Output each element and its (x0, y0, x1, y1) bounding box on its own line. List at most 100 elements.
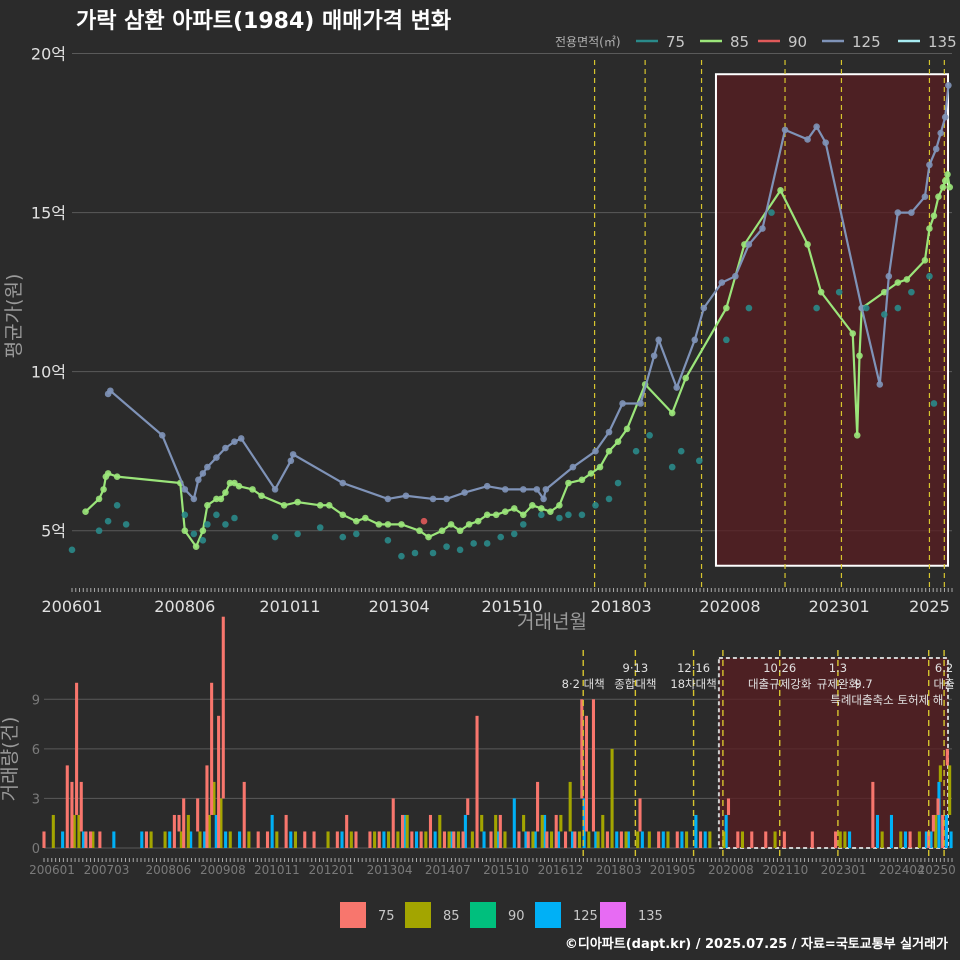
x-tick-label: 2025 (909, 597, 950, 616)
x-tick-label: 200806 (154, 597, 215, 616)
volume-bar-75 (70, 781, 74, 848)
volume-bar-85 (596, 831, 600, 848)
policy-annotation: 9·13 (623, 661, 649, 675)
volume-bar-85 (149, 831, 153, 848)
price-point-85 (804, 241, 811, 248)
legend-label-85: 85 (730, 33, 749, 51)
price-point-85 (100, 486, 107, 493)
legend-swatch-85 (405, 902, 431, 928)
legend-label-90: 90 (508, 909, 525, 924)
y-tick-label: 5억 (41, 522, 66, 541)
volume-bar-75 (461, 831, 465, 848)
price-point-125 (718, 279, 726, 286)
price-point-85 (181, 527, 189, 535)
price-point-125 (213, 454, 220, 461)
price-point-75 (614, 479, 622, 487)
volume-bar-125 (449, 831, 453, 848)
policy-annotation: 1.3 (829, 661, 847, 675)
price-point-75 (556, 514, 563, 522)
price-point-125 (271, 486, 279, 493)
price-point-75 (835, 288, 843, 296)
price-point-125 (858, 304, 866, 312)
y-axis-title: 평균가(원) (3, 274, 25, 359)
volume-bar-75 (89, 831, 93, 848)
volume-bar-125 (543, 814, 547, 848)
price-point-85 (492, 511, 500, 519)
price-point-85 (375, 521, 383, 528)
volume-bar-125 (524, 831, 528, 848)
volume-bar-85 (349, 831, 353, 848)
volume-bar-85 (647, 831, 651, 848)
volume-bar-85 (899, 831, 903, 848)
x-tick-label: 201612 (538, 863, 584, 877)
volume-bar-85 (480, 814, 484, 832)
volume-bar-85 (503, 831, 507, 848)
price-point-75 (190, 530, 198, 538)
volume-bar-125 (703, 831, 707, 848)
x-tick-label: 200703 (84, 863, 130, 877)
price-point-85 (777, 187, 784, 194)
price-point-75 (510, 530, 518, 538)
x-tick-label: 202110 (762, 863, 808, 877)
price-point-85 (456, 527, 464, 535)
volume-bar-85 (838, 831, 842, 848)
price-point-75 (677, 447, 685, 455)
price-point-75 (930, 400, 938, 407)
y-tick-label: 10억 (31, 363, 66, 382)
volume-bar-85 (522, 814, 526, 832)
price-point-85 (849, 330, 857, 337)
legend-label-135: 135 (928, 33, 957, 51)
volume-bar-125 (238, 831, 242, 848)
volume-bar-75 (941, 814, 945, 848)
volume-bar-75 (217, 715, 221, 848)
policy-annotation: 12·16 (677, 661, 710, 675)
price-point-75 (695, 457, 703, 465)
price-point-125 (813, 123, 820, 131)
volume-bar-75 (177, 814, 181, 832)
price-point-85 (623, 425, 631, 433)
volume-bar-85 (387, 831, 391, 848)
volume-bar-75 (144, 831, 148, 848)
price-point-85 (249, 486, 256, 493)
volume-bar-85 (207, 814, 211, 848)
price-point-125 (655, 336, 662, 344)
price-point-125 (540, 495, 547, 503)
price-point-125 (542, 486, 550, 493)
y-tick-label: 6 (32, 743, 40, 758)
volume-bar-125 (582, 798, 586, 848)
price-point-75 (456, 546, 464, 554)
x-tick-label: 202404 (879, 863, 925, 877)
price-point-125 (781, 126, 789, 134)
policy-annotation: 8·2 대책 (562, 677, 605, 691)
volume-bar-85 (326, 831, 330, 848)
volume-bar-85 (373, 831, 377, 848)
volume-bar-85 (424, 831, 428, 848)
price-point-75 (578, 511, 586, 519)
volume-bar-125 (403, 814, 407, 848)
volume-bar-125 (937, 781, 941, 848)
price-point-75 (894, 304, 902, 312)
y-tick-label: 3 (32, 792, 40, 807)
volume-bar-85 (843, 831, 847, 848)
volume-bar-85 (636, 831, 640, 848)
volume-bar-75 (419, 831, 423, 848)
volume-bar-75 (580, 699, 584, 799)
price-point-125 (237, 435, 245, 442)
volume-bar-85 (934, 814, 938, 848)
volume-bar-125 (848, 831, 852, 848)
price-point-85 (578, 476, 586, 484)
policy-annotation: 18차대책 (670, 677, 716, 691)
volume-bar-85 (91, 831, 95, 848)
price-point-85 (362, 514, 369, 522)
x-tick-label: 201510 (483, 863, 529, 877)
price-point-125 (894, 209, 902, 216)
volume-bar-125 (594, 831, 598, 848)
price-point-75 (429, 549, 437, 557)
price-point-85 (474, 517, 482, 525)
x-tick-label: 201803 (596, 863, 642, 877)
volume-bar-75 (657, 831, 661, 848)
volume-bar-125 (889, 814, 894, 848)
volume-bar-85 (163, 831, 167, 848)
policy-annotation: 규제완화 (817, 677, 860, 691)
volume-bar-75 (498, 814, 502, 848)
